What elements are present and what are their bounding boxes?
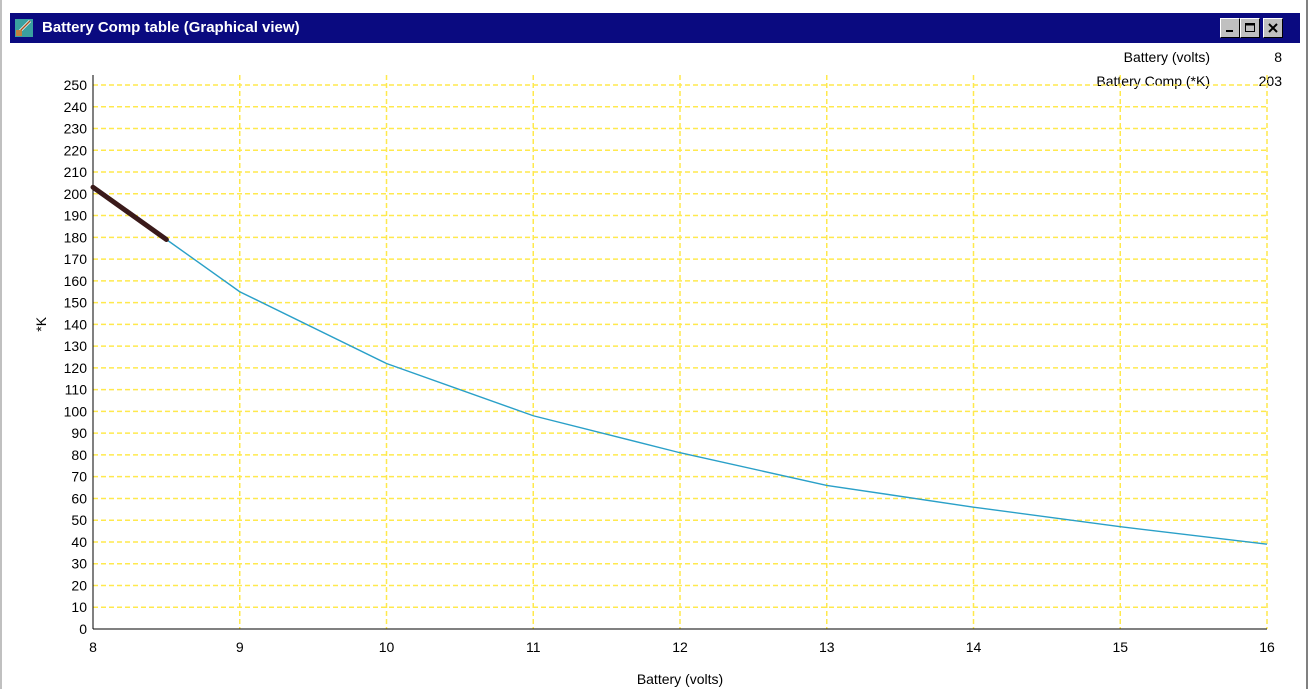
close-icon [1268,23,1278,33]
x-tick-label: 8 [89,639,97,655]
y-tick-label: 90 [71,425,87,441]
y-tick-label: 230 [64,121,88,137]
y-tick-label: 150 [64,295,88,311]
x-tick-label: 16 [1259,639,1275,655]
x-tick-label: 15 [1112,639,1128,655]
y-tick-label: 190 [64,208,88,224]
y-tick-label: 60 [71,490,87,506]
x-tick-label: 11 [526,639,541,655]
y-tick-label: 100 [64,403,88,419]
close-button[interactable] [1263,18,1283,38]
minimize-button[interactable] [1220,18,1240,38]
y-tick-label: 240 [64,99,88,115]
y-tick-label: 40 [71,534,87,550]
y-tick-label: 210 [64,164,88,180]
y-tick-label: 20 [71,577,87,593]
y-tick-label: 130 [64,338,88,354]
minimize-icon [1226,30,1233,32]
y-tick-label: 30 [71,556,87,572]
y-tick-label: 80 [71,447,87,463]
x-tick-label: 13 [819,639,835,655]
x-tick-label: 9 [236,639,244,655]
x-tick-label: 14 [966,639,982,655]
maximize-button[interactable] [1240,18,1260,38]
window-title: Battery Comp table (Graphical view) [42,19,300,36]
y-tick-label: 70 [71,469,87,485]
x-readout-value: 8 [1274,49,1282,65]
y-tick-label: 200 [64,186,88,202]
y-tick-label: 10 [71,599,87,615]
series [90,184,1268,545]
y-tick-label: 110 [65,382,88,398]
y-tick-label: 180 [64,229,88,245]
maximize-icon [1245,23,1255,32]
x-tick-labels: 8 9 10 11 12 13 14 15 16 [89,639,1275,655]
grid [93,75,1268,629]
x-tick-label: 12 [672,639,688,655]
x-axis-label: Battery (volts) [637,671,723,687]
title-bar[interactable]: Battery Comp table (Graphical view) [10,13,1300,43]
battery-table-icon [15,19,33,37]
series-line[interactable] [92,186,1268,545]
y-tick-label: 250 [64,77,88,93]
y-axis-label: *K [33,316,49,331]
y-tick-label: 170 [64,251,88,267]
y-tick-label: 140 [64,316,88,332]
axes [92,75,1267,630]
y-tick-label: 160 [64,273,88,289]
y-tick-label: 50 [71,512,87,528]
y-tick-label: 0 [79,621,87,637]
y-tick-labels: 0 10 20 30 40 50 60 70 80 90 100 110 120 130 140 150 160… [64,77,88,637]
selected-segment[interactable] [90,184,169,242]
y-tick-label: 120 [64,360,88,376]
x-readout-label: Battery (volts) [1123,49,1210,65]
x-tick-label: 10 [379,639,395,655]
y-tick-label: 220 [64,142,88,158]
